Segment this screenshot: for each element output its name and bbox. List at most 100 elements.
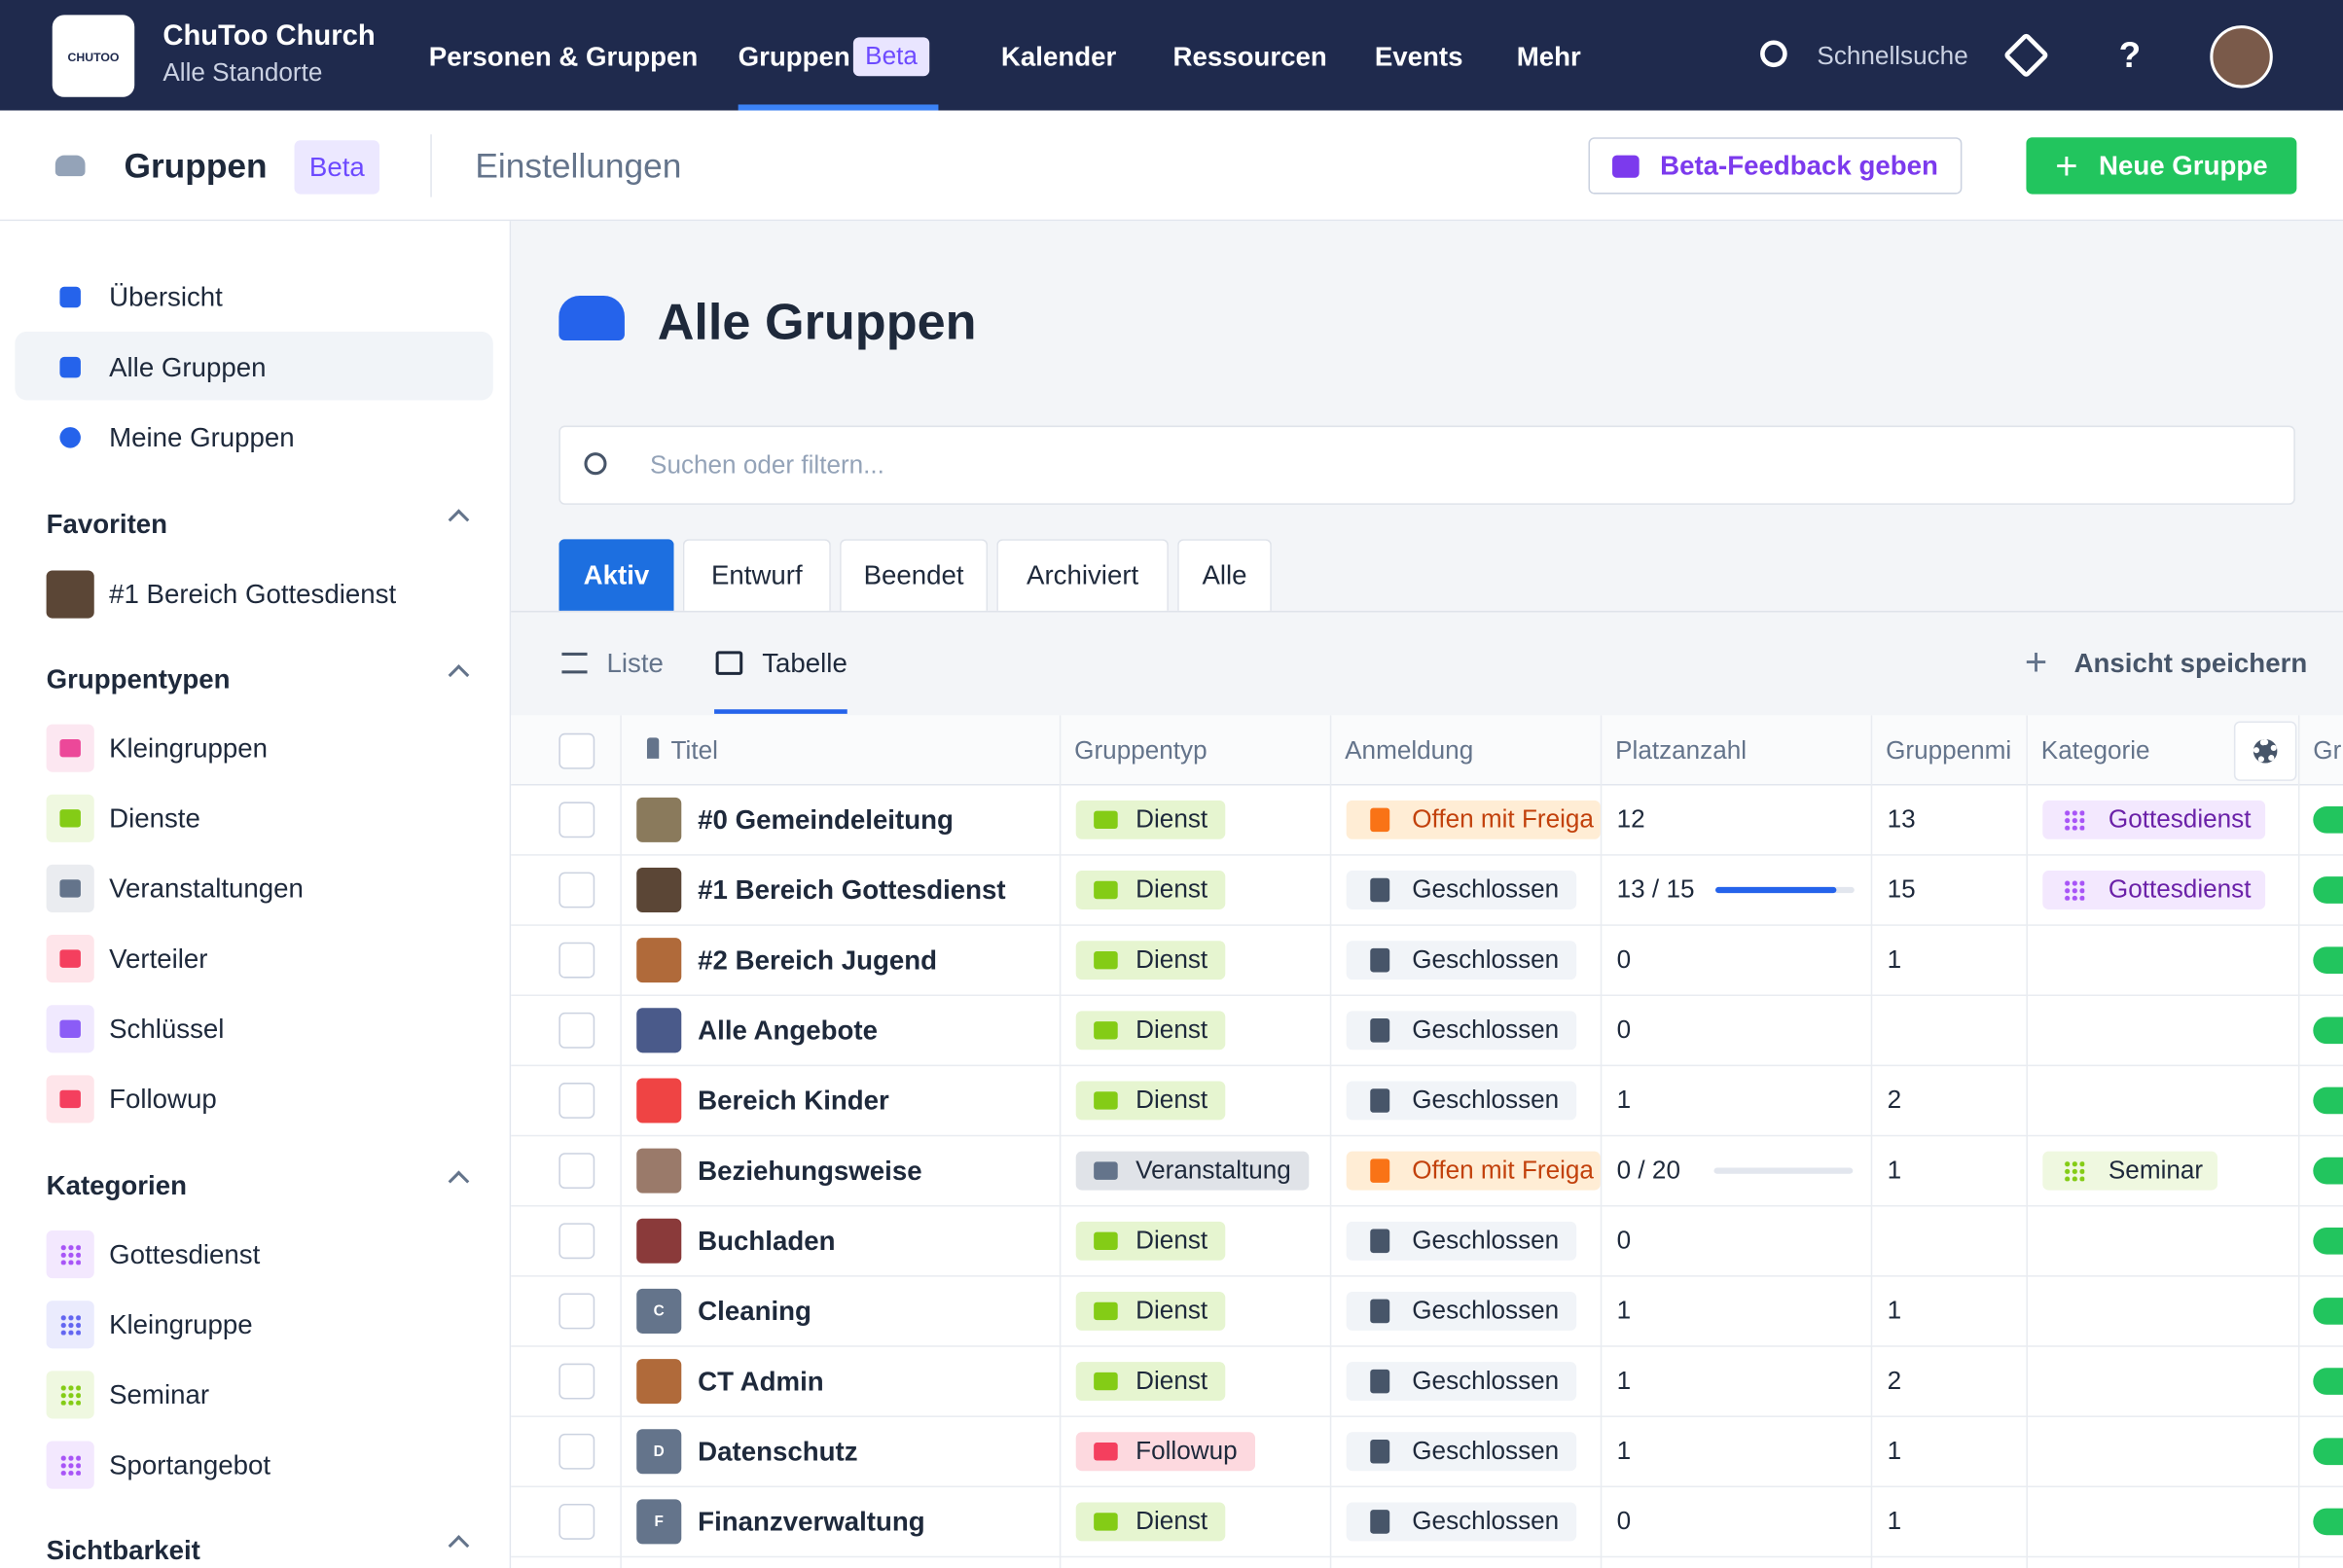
table-row[interactable]: Alle Angebote Dienst Geschlossen 0 — [511, 996, 2343, 1067]
column-divider — [1870, 715, 1873, 1568]
status-tab[interactable]: Entwurf — [682, 539, 831, 611]
settings-link[interactable]: Einstellungen — [475, 145, 682, 185]
table-row[interactable]: CT Admin Dienst Geschlossen 1 2 — [511, 1347, 2343, 1417]
table-row[interactable]: #0 Gemeindeleitung Dienst Offen mit Freiga… — [511, 786, 2343, 856]
sidebar-item[interactable]: Verteiler — [109, 943, 208, 974]
save-view[interactable]: Ansicht speichern — [2073, 647, 2308, 678]
section-heading[interactable]: Favoriten — [46, 508, 168, 539]
nav-item[interactable]: Gruppen — [738, 41, 850, 71]
group-title[interactable]: #2 Bereich Jugend — [698, 944, 937, 975]
members: 13 — [1887, 804, 1916, 834]
sidebar-item[interactable]: Kleingruppe — [109, 1308, 253, 1339]
column-header[interactable]: Anmeldung — [1345, 735, 1474, 766]
column-header[interactable]: Platzanzahl — [1615, 735, 1748, 766]
status-tab[interactable]: Archiviert — [996, 539, 1169, 611]
group-title[interactable]: Finanzverwaltung — [698, 1506, 925, 1536]
column-header[interactable]: Gr — [2313, 735, 2342, 766]
group-title[interactable]: Alle Angebote — [698, 1015, 878, 1045]
table-row[interactable]: #1 Bereich Gottesdienst Dienst Geschlossen… — [511, 856, 2343, 926]
registration-label: Geschlossen — [1412, 874, 1560, 904]
nav-item[interactable]: Ressourcen — [1172, 41, 1327, 71]
list-icon — [561, 652, 588, 674]
type-label: Dienst — [1135, 1296, 1208, 1325]
table-row[interactable]: Bereich Kinder Dienst Geschlossen 1 2 — [511, 1066, 2343, 1137]
sidebar-item[interactable]: Dienste — [109, 802, 200, 833]
checkbox — [559, 1433, 595, 1470]
members: 15 — [1887, 874, 1916, 904]
sidebar-item[interactable]: Seminar — [109, 1378, 210, 1409]
sidebar-item[interactable]: Übersicht — [109, 281, 223, 312]
tab-baseline — [511, 610, 2343, 613]
sidebar-item[interactable]: Alle Gruppen — [109, 351, 267, 382]
column-divider — [620, 715, 622, 1568]
help[interactable]: ? — [2118, 35, 2142, 77]
type-badge: Dienst — [1075, 871, 1226, 909]
group-title[interactable]: Buchladen — [698, 1225, 836, 1256]
quick-search[interactable]: Schnellsuche — [1817, 41, 1968, 71]
org-name: ChuToo Church — [162, 20, 376, 53]
registration-badge: Geschlossen — [1346, 1291, 1577, 1331]
sidebar-item[interactable]: Kleingruppen — [109, 732, 269, 763]
type-icon — [1094, 880, 1118, 900]
sidebar-item[interactable]: #1 Bereich Gottesdienst — [109, 578, 397, 609]
table-row[interactable]: F Finanzverwaltung Dienst Geschlossen 0 1 — [511, 1487, 2343, 1558]
group-title[interactable]: Datenschutz — [698, 1436, 858, 1466]
table-row[interactable]: C Cleaning Dienst Geschlossen 1 1 — [511, 1277, 2343, 1347]
group-title[interactable]: Cleaning — [698, 1295, 811, 1326]
column-header[interactable]: Gruppenmi — [1886, 735, 2012, 766]
feedback-button[interactable]: Beta-Feedback geben — [1588, 137, 1963, 195]
status-tab[interactable]: Alle — [1177, 539, 1272, 611]
nav-item[interactable]: Mehr — [1516, 41, 1581, 71]
places: 0 — [1616, 1015, 1632, 1045]
sidebar-item[interactable]: Veranstaltungen — [109, 873, 304, 904]
org-location[interactable]: Alle Standorte — [162, 57, 323, 88]
column-header[interactable]: Kategorie — [2040, 735, 2150, 766]
collapse-chevron[interactable] — [448, 509, 470, 531]
nav-badge: Beta — [852, 37, 930, 77]
view-toggle[interactable]: Tabelle — [762, 647, 847, 678]
group-title[interactable]: #0 Gemeindeleitung — [698, 803, 954, 835]
table-row[interactable]: D Datenschutz Followup Geschlossen 1 1 — [511, 1417, 2343, 1488]
new-group-button[interactable]: + Neue Gruppe — [2026, 137, 2297, 195]
column-header[interactable]: Gruppentyp — [1074, 735, 1208, 766]
status-tab[interactable]: Beendet — [840, 539, 989, 611]
places-track — [1713, 1167, 1854, 1174]
checkbox — [559, 802, 595, 838]
groups-icon — [559, 295, 625, 341]
sidebar: Übersicht Alle Gruppen Meine Gruppen Favori… — [0, 221, 512, 1568]
next-column-icon — [2313, 1157, 2343, 1185]
group-title[interactable]: #1 Bereich Gottesdienst — [698, 873, 1006, 905]
group-title[interactable]: Beziehungsweise — [698, 1155, 922, 1186]
table-row[interactable]: #2 Bereich Jugend Dienst Geschlossen 0 1 — [511, 926, 2343, 997]
avatar-letter: C — [653, 1302, 665, 1320]
sidebar-item[interactable]: Schlüssel — [109, 1013, 225, 1044]
section-heading[interactable]: Gruppentypen — [46, 663, 231, 695]
sidebar-item[interactable]: Sportangebot — [109, 1448, 271, 1479]
sidebar-item[interactable]: Meine Gruppen — [109, 421, 295, 452]
sidebar-item[interactable]: Gottesdienst — [109, 1238, 261, 1269]
sidebar-item[interactable]: Followup — [109, 1083, 217, 1114]
group-title[interactable]: Bereich Kinder — [698, 1085, 889, 1116]
search-box[interactable]: Suchen oder filtern... — [559, 425, 2295, 505]
group-avatar — [636, 1008, 682, 1053]
category-label: Seminar — [2108, 1156, 2204, 1185]
collapse-chevron[interactable] — [448, 1170, 470, 1193]
status-tab[interactable]: Aktiv — [559, 539, 674, 611]
section-heading[interactable]: Kategorien — [46, 1169, 188, 1200]
collapse-chevron[interactable] — [448, 664, 470, 686]
nav-item[interactable]: Personen & Gruppen — [428, 41, 699, 71]
nav-item[interactable]: Events — [1374, 41, 1463, 71]
nav-item[interactable]: Kalender — [1000, 41, 1117, 71]
group-title[interactable]: CT Admin — [698, 1365, 824, 1396]
places: 1 — [1616, 1366, 1632, 1395]
view-toggle[interactable]: Liste — [606, 647, 664, 678]
type-badge: Dienst — [1075, 1011, 1226, 1051]
registration-label: Geschlossen — [1412, 1086, 1560, 1115]
checkbox — [559, 1083, 595, 1119]
collapse-chevron[interactable] — [448, 1535, 470, 1556]
type-label: Dienst — [1135, 804, 1208, 834]
table-row[interactable]: Beziehungsweise Veranstaltung Offen mit Fr… — [511, 1136, 2343, 1207]
table-row[interactable]: Buchladen Dienst Geschlossen 0 — [511, 1206, 2343, 1277]
column-header[interactable]: Titel — [670, 735, 718, 766]
section-heading[interactable]: Sichtbarkeit — [46, 1534, 200, 1565]
